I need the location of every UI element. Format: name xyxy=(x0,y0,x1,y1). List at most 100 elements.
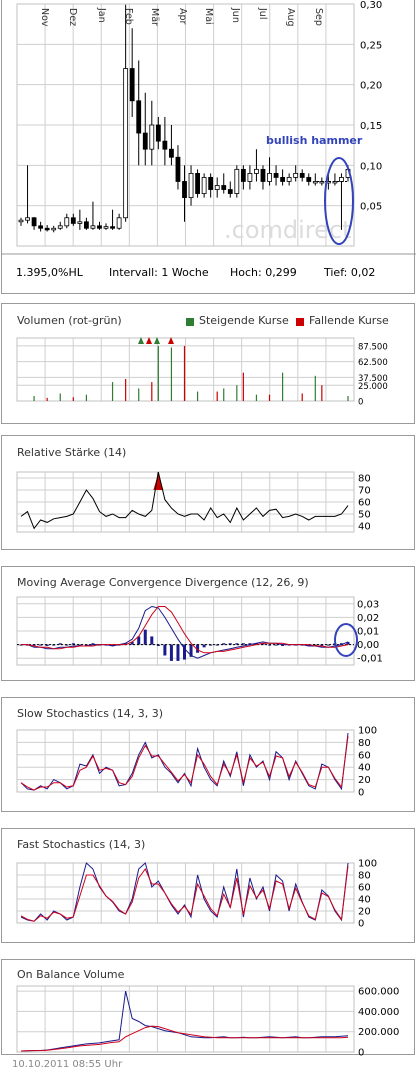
candle-body xyxy=(254,168,259,174)
candle-body xyxy=(306,177,312,182)
macd-histogram-bar xyxy=(307,644,311,646)
macd-tick-label: 0,02 xyxy=(357,613,379,624)
legend-down-swatch xyxy=(296,318,304,326)
obv-tick-label: 200.000 xyxy=(358,1027,399,1038)
obv-tick-label: 0 xyxy=(358,1048,364,1057)
rsi-tick-label: 80 xyxy=(358,474,371,485)
macd-histogram-bar xyxy=(248,643,252,645)
obv-average-line xyxy=(20,1025,349,1052)
month-label: Mai xyxy=(203,8,214,25)
macd-histogram-bar xyxy=(137,636,141,645)
slow-stochastics-line-k xyxy=(20,733,349,791)
macd-histogram-bar xyxy=(281,644,285,646)
watermark-logo: .comdirect xyxy=(224,216,352,244)
macd-histogram-bar xyxy=(156,644,160,646)
obv-panel: On Balance Volume 600.000 400.000 200.000 0 xyxy=(1,959,415,1057)
volume-arrow xyxy=(168,337,174,344)
candle-body xyxy=(155,124,161,142)
candle-body xyxy=(57,225,63,229)
month-label: Dez xyxy=(67,8,78,26)
slow-stochastics-line-d xyxy=(20,736,349,791)
macd-chart-svg: 0,03 0,02 0,01 0,00 -0,01 xyxy=(16,596,383,666)
macd-histogram-bar xyxy=(124,643,128,645)
price-tick-label: 0,05 xyxy=(360,202,382,213)
slow-stochastics-tick-label: 60 xyxy=(358,750,371,761)
candle-body xyxy=(339,177,344,182)
candle-body xyxy=(51,227,57,231)
slow-stochastics-tick-label: 0 xyxy=(358,788,364,799)
candle-body xyxy=(214,185,220,190)
footer-interval: Intervall: 1 Woche xyxy=(109,266,209,279)
price-tick-label: 0,20 xyxy=(360,81,382,92)
fast-stochastics-tick-label: 0 xyxy=(358,919,364,930)
rsi-tick-label: 70 xyxy=(358,486,371,497)
macd-title: Moving Average Convergence Divergence (1… xyxy=(17,576,309,589)
month-label: Jun xyxy=(230,7,241,23)
month-label: Nov xyxy=(39,8,50,27)
volume-plot-frame xyxy=(16,337,355,402)
volume-tick-label: 25.000 xyxy=(358,382,388,392)
candle-body xyxy=(77,221,83,224)
slow-stochastics-tick-label: 20 xyxy=(358,775,371,786)
candle-body xyxy=(267,172,272,182)
macd-panel: Moving Average Convergence Divergence (1… xyxy=(1,566,415,681)
slow-stochastics-tick-label: 100 xyxy=(358,726,377,737)
volume-arrow xyxy=(154,337,160,344)
macd-histogram-bar xyxy=(254,643,258,645)
candle-body xyxy=(240,168,246,182)
slow-stochastics-title: Slow Stochastics (14, 3, 3) xyxy=(17,707,163,720)
candle-body xyxy=(162,140,168,150)
macd-histogram-bar xyxy=(189,644,193,657)
price-chart-panel: Nov Dez Jan Feb Mär Apr Mai Jun Jul Aug Sep 0,30 0,2… xyxy=(1,0,416,294)
obv-line xyxy=(20,990,349,1052)
price-plot-frame xyxy=(16,3,355,247)
macd-signal-line xyxy=(21,606,349,654)
candle-body xyxy=(247,172,253,182)
candle-body xyxy=(299,172,305,178)
volume-arrow xyxy=(146,337,152,344)
candle-body xyxy=(103,226,109,229)
candle-body xyxy=(110,226,115,229)
candle-body xyxy=(84,221,89,229)
rsi-tick-label: 40 xyxy=(358,522,371,533)
volume-arrow xyxy=(138,337,144,344)
macd-histogram-bar xyxy=(261,643,265,645)
candle-body xyxy=(44,227,50,231)
macd-tick-label: 0,00 xyxy=(357,640,379,651)
legend-down-label: Fallende Kurse xyxy=(309,314,389,327)
candle-body xyxy=(116,217,122,229)
macd-tick-label: 0,03 xyxy=(357,599,379,610)
macd-histogram-bar xyxy=(130,641,134,645)
candle-body xyxy=(273,172,279,178)
macd-histogram-bar xyxy=(91,643,95,645)
macd-histogram-bar xyxy=(228,643,232,645)
price-tick-label: 0,10 xyxy=(360,161,382,172)
macd-histogram-bar xyxy=(241,643,245,645)
macd-histogram-bar xyxy=(313,644,317,646)
candle-body xyxy=(142,132,148,150)
fast-stochastics-tick-label: 100 xyxy=(358,859,377,870)
obv-plot-frame xyxy=(16,985,355,1053)
footer-high: Hoch: 0,299 xyxy=(230,266,297,279)
footer-change: 1.395,0%HL xyxy=(16,266,83,279)
month-label: Apr xyxy=(177,8,188,25)
macd-histogram-bar xyxy=(222,643,226,645)
macd-histogram-bar xyxy=(169,644,173,661)
slow-stochastics-panel: Slow Stochastics (14, 3, 3) 100 80 60 40 20 0 xyxy=(1,697,415,812)
obv-title: On Balance Volume xyxy=(17,968,125,981)
candle-body xyxy=(25,217,30,221)
candle-body xyxy=(188,172,194,198)
volume-tick-label: 62.500 xyxy=(358,358,388,368)
volume-tick-label: 87.500 xyxy=(358,342,388,352)
candle-body xyxy=(90,225,96,229)
footer-low: Tief: 0,02 xyxy=(324,266,376,279)
candle-body xyxy=(136,100,142,134)
month-label: Jan xyxy=(96,7,107,23)
macd-histogram-bar xyxy=(274,644,278,646)
macd-histogram-bar xyxy=(176,644,180,661)
month-label: Sep xyxy=(313,8,324,26)
fast-stochastics-title: Fast Stochastics (14, 3) xyxy=(17,838,146,851)
candle-body xyxy=(260,168,266,182)
